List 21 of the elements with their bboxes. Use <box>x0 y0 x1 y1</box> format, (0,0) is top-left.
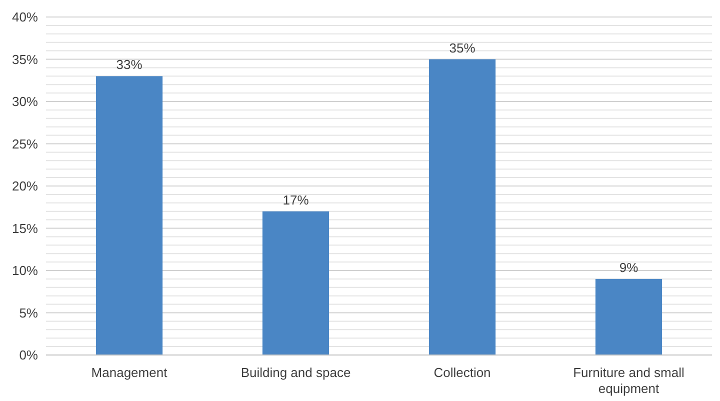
y-tick-label: 0% <box>19 348 38 363</box>
x-tick-label: Management <box>91 365 168 380</box>
y-tick-label: 15% <box>12 220 38 236</box>
x-tick-label: Furniture and small equipment <box>573 365 684 396</box>
y-tick-label: 25% <box>12 136 38 152</box>
bar <box>262 211 330 355</box>
y-tick-label: 30% <box>12 94 38 110</box>
y-tick-label: 20% <box>12 178 38 194</box>
y-tick-label: 5% <box>19 305 38 320</box>
bar <box>428 59 496 355</box>
data-label: 33% <box>116 57 143 72</box>
data-label: 9% <box>619 260 639 275</box>
y-tick-label: 35% <box>12 52 38 67</box>
data-label: 17% <box>282 192 310 208</box>
x-tick-label: Building and space <box>240 365 351 380</box>
y-tick-label: 40% <box>12 10 38 25</box>
y-tick-label: 10% <box>12 263 38 278</box>
bar <box>595 278 662 355</box>
bar <box>96 76 163 355</box>
x-tick-label: Collection <box>434 365 491 380</box>
data-label: 35% <box>449 40 476 56</box>
